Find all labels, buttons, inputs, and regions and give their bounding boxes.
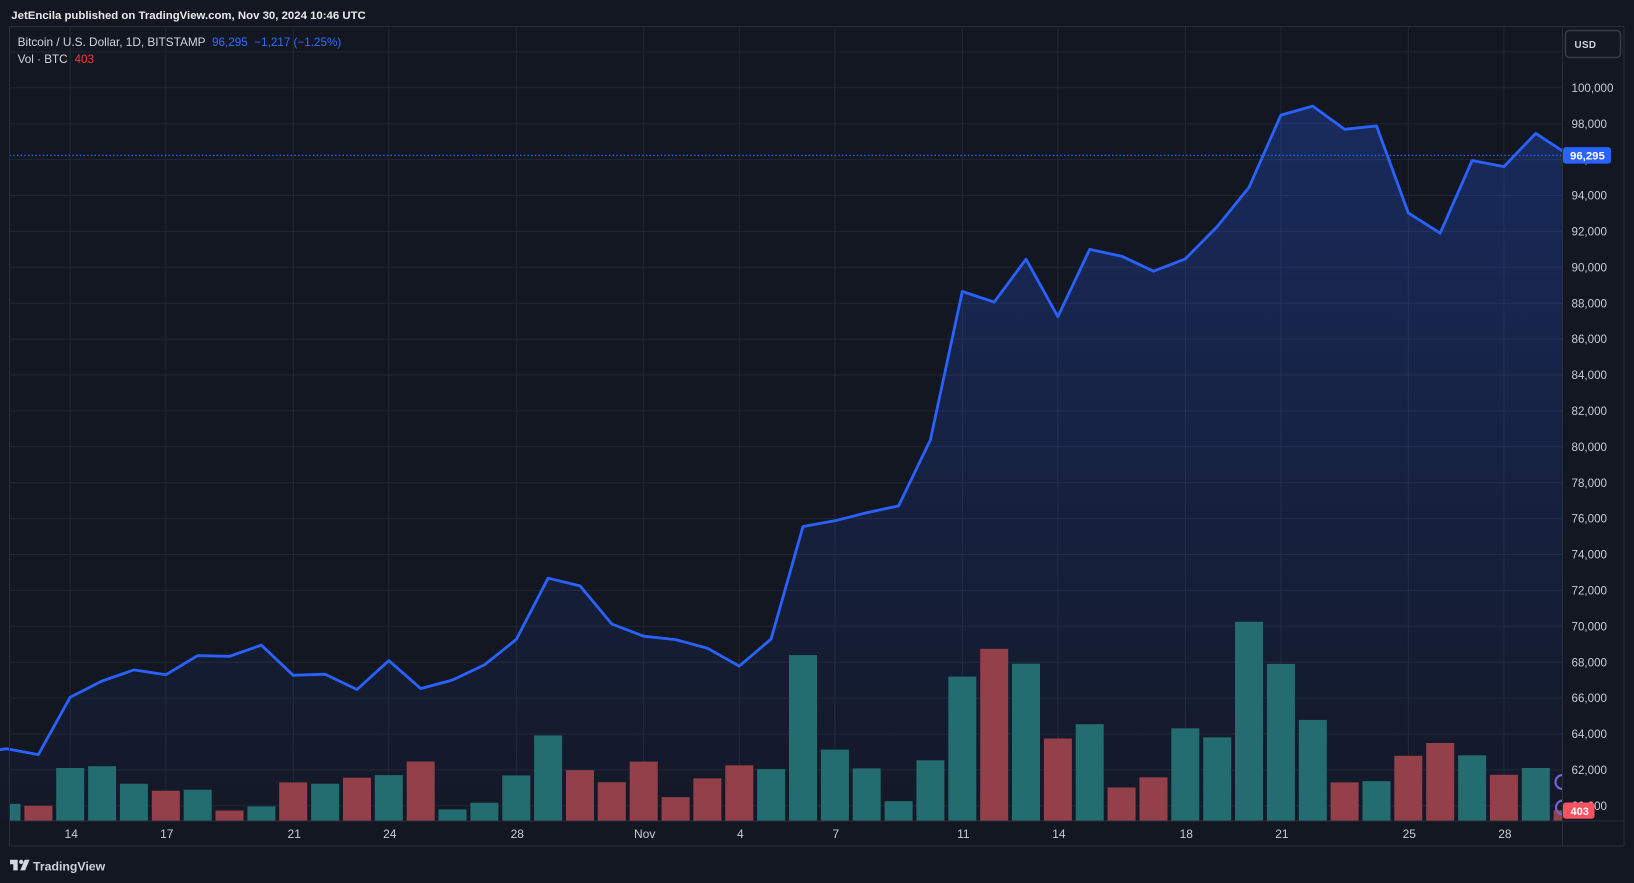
svg-text:4: 4 — [737, 827, 744, 841]
svg-text:14: 14 — [65, 827, 79, 841]
svg-text:86,000: 86,000 — [1572, 333, 1607, 346]
svg-text:66,000: 66,000 — [1572, 692, 1607, 705]
svg-text:Nov: Nov — [634, 827, 655, 841]
svg-text:28: 28 — [1498, 827, 1512, 841]
svg-text:70,000: 70,000 — [1572, 620, 1607, 633]
svg-text:14: 14 — [1052, 827, 1066, 841]
svg-text:98,000: 98,000 — [1572, 118, 1607, 131]
svg-text:JetEncila published on Trading: JetEncila published on TradingView.com, … — [11, 10, 366, 22]
svg-text:USD: USD — [1575, 40, 1597, 51]
svg-text:24: 24 — [383, 827, 397, 841]
svg-text:64,000: 64,000 — [1572, 728, 1607, 741]
svg-text:28: 28 — [511, 827, 525, 841]
svg-text:403: 403 — [75, 53, 95, 66]
svg-text:403: 403 — [1571, 806, 1589, 818]
svg-text:82,000: 82,000 — [1572, 405, 1607, 418]
svg-text:84,000: 84,000 — [1572, 369, 1607, 382]
svg-text:21: 21 — [1275, 827, 1289, 841]
svg-text:90,000: 90,000 — [1572, 261, 1607, 274]
svg-text:Bitcoin / U.S. Dollar, 1D, BIT: Bitcoin / U.S. Dollar, 1D, BITSTAMP — [18, 35, 206, 49]
svg-text:Vol · BTC: Vol · BTC — [18, 53, 68, 66]
svg-text:92,000: 92,000 — [1572, 226, 1607, 239]
svg-text:74,000: 74,000 — [1572, 549, 1607, 562]
svg-text:18: 18 — [1180, 827, 1194, 841]
svg-text:21: 21 — [288, 827, 302, 841]
svg-text:11: 11 — [957, 827, 970, 841]
svg-text:17: 17 — [160, 827, 174, 841]
svg-text:72,000: 72,000 — [1572, 585, 1607, 598]
svg-text:76,000: 76,000 — [1572, 513, 1607, 526]
svg-text:94,000: 94,000 — [1572, 190, 1607, 203]
svg-text:78,000: 78,000 — [1572, 477, 1607, 490]
svg-text:7: 7 — [833, 827, 840, 841]
svg-text:62,000: 62,000 — [1572, 764, 1607, 777]
svg-text:TradingView: TradingView — [33, 859, 106, 873]
svg-text:80,000: 80,000 — [1572, 441, 1607, 454]
svg-text:88,000: 88,000 — [1572, 297, 1607, 310]
svg-text:100,000: 100,000 — [1572, 82, 1614, 95]
svg-text:96,295: 96,295 — [1570, 151, 1606, 163]
svg-text:96,295 −1,217 (−1.25%): 96,295 −1,217 (−1.25%) — [212, 36, 341, 49]
svg-text:25: 25 — [1403, 827, 1417, 841]
svg-text:68,000: 68,000 — [1572, 656, 1607, 669]
